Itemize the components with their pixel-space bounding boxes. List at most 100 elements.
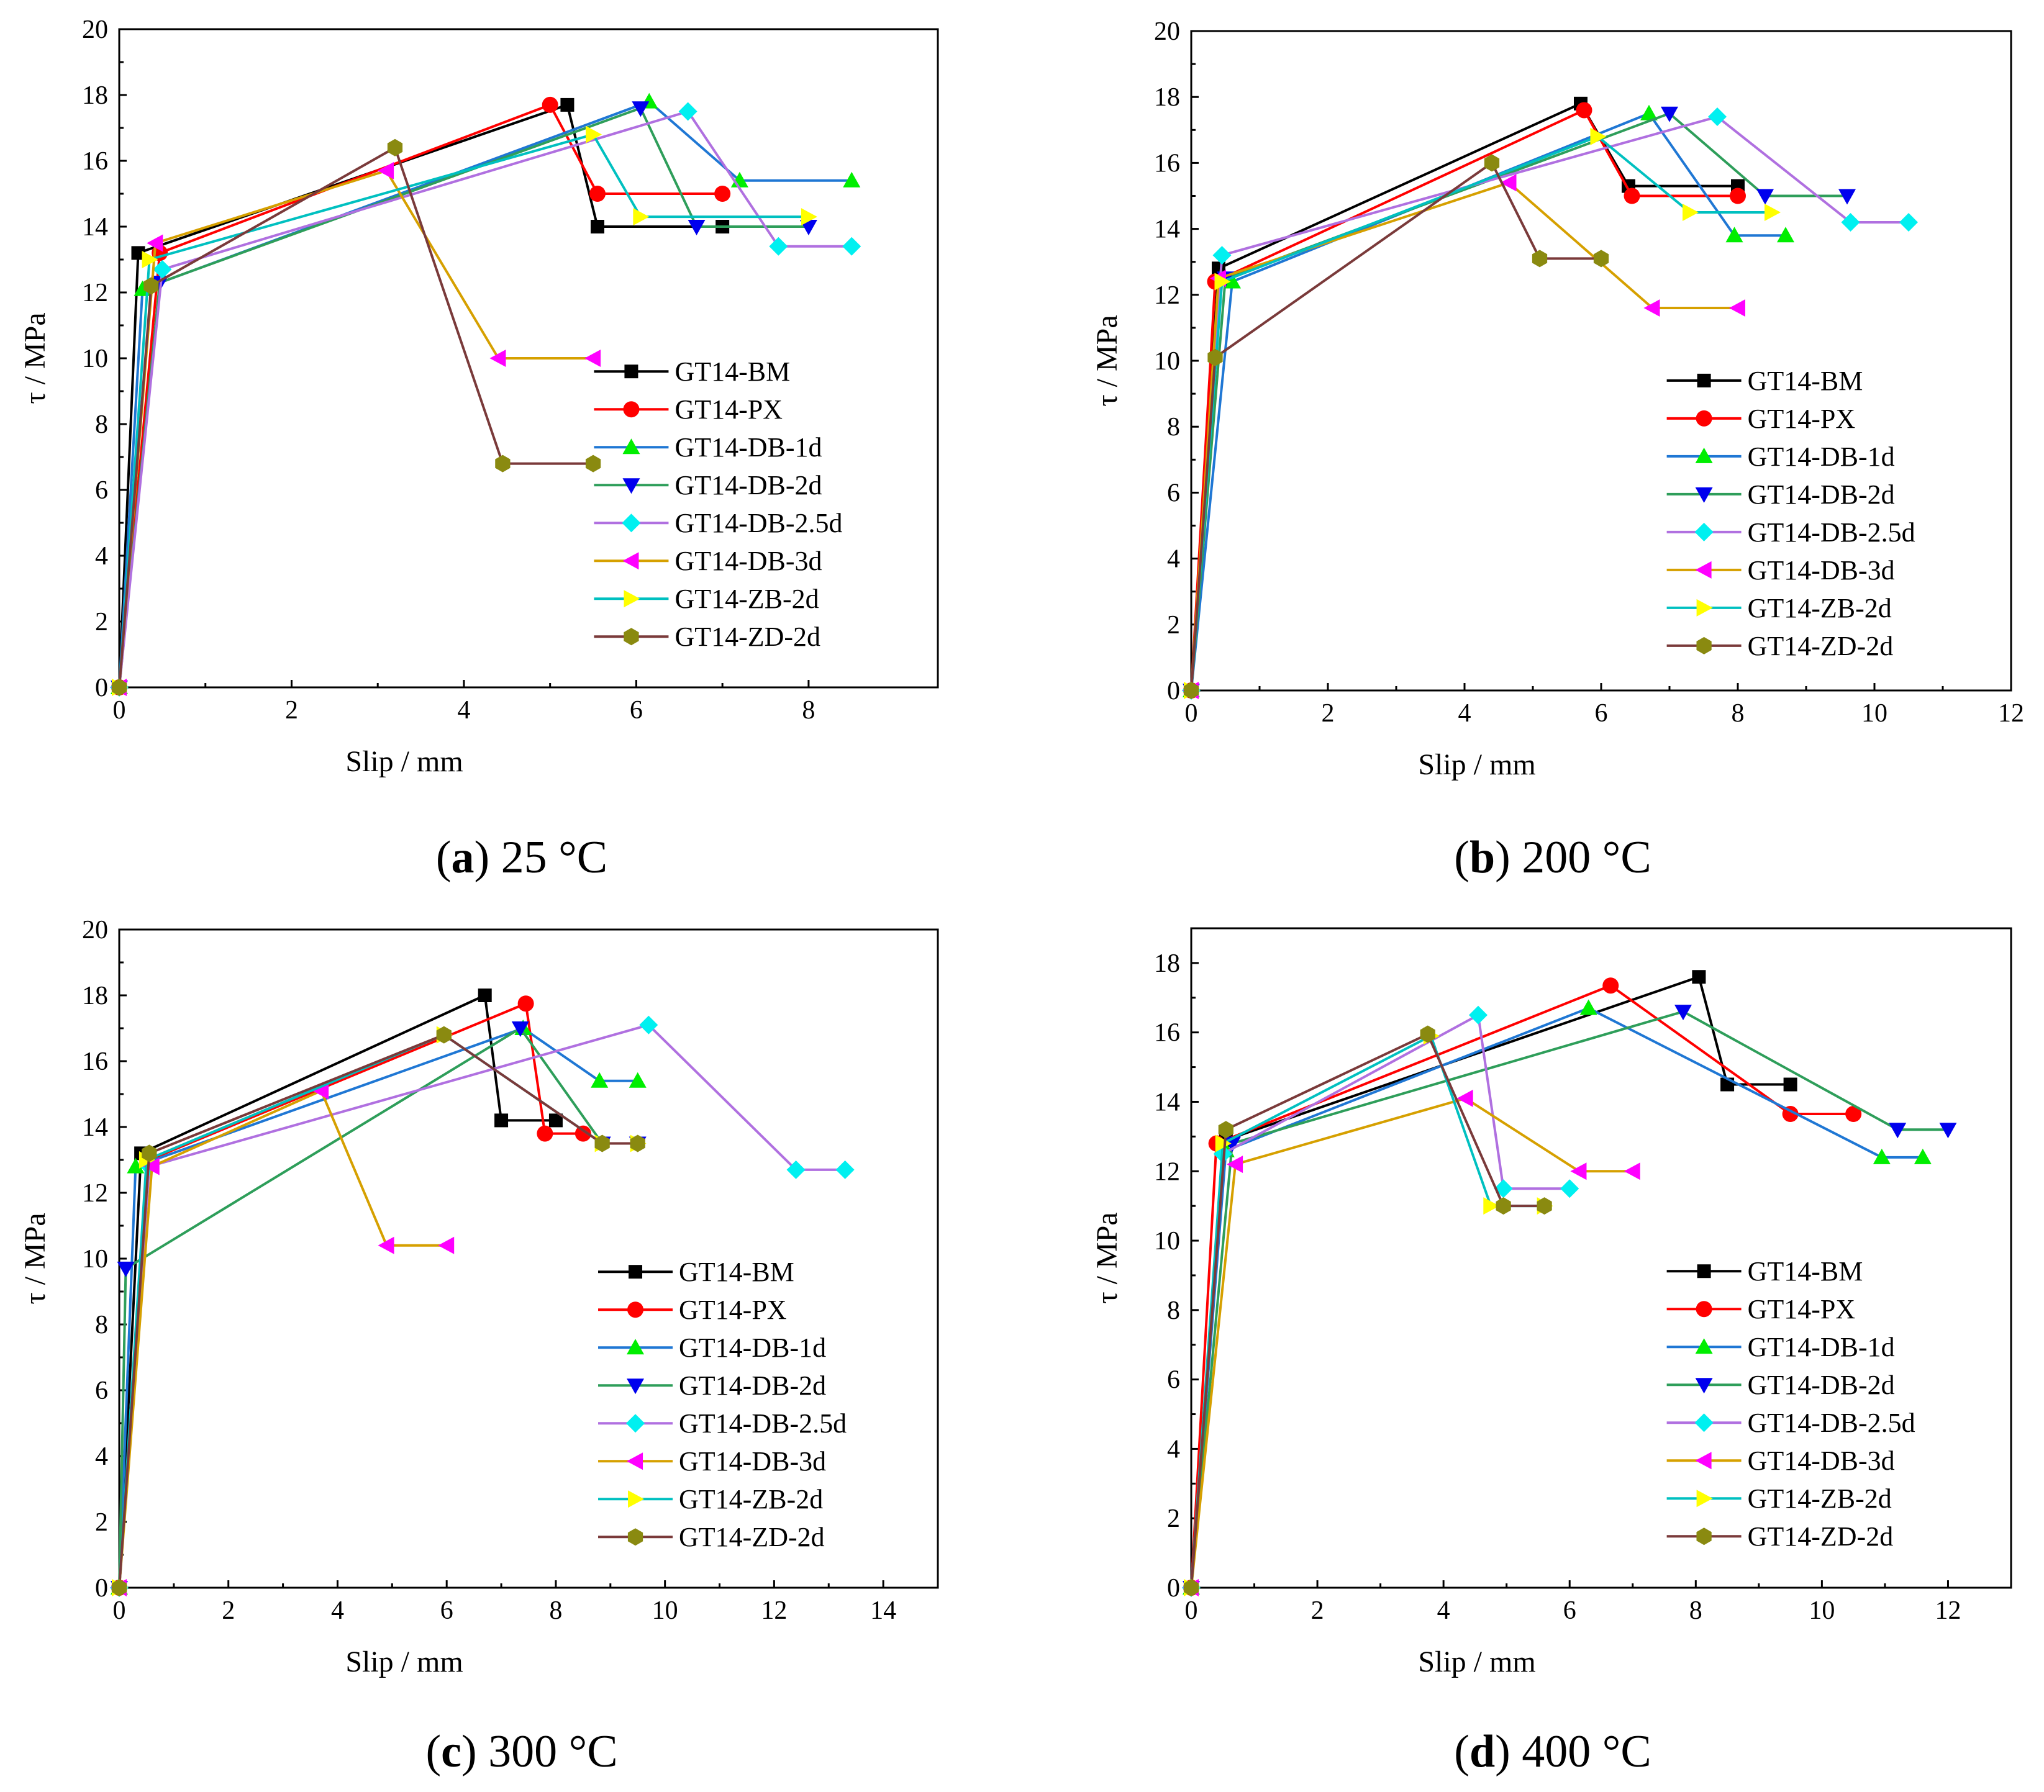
data-point — [1215, 1134, 1232, 1152]
y-tick-label: 14 — [82, 213, 108, 242]
x-tick-label: 4 — [1458, 699, 1471, 728]
legend-marker — [626, 1414, 645, 1433]
legend-label: GT14-PX — [679, 1295, 787, 1325]
legend-label: GT14-DB-1d — [679, 1333, 826, 1363]
series-line — [1190, 1034, 1545, 1588]
series-gt14-zd-2d — [1183, 154, 1609, 699]
data-point — [591, 1072, 609, 1088]
x-tick-label: 2 — [222, 1596, 235, 1625]
series-gt14-px — [111, 96, 731, 695]
data-point — [378, 1236, 394, 1254]
data-point — [835, 1160, 855, 1179]
series-gt14-db-1d — [111, 1020, 647, 1595]
x-tick-label: 4 — [457, 696, 470, 725]
x-tick-label: 6 — [1595, 699, 1608, 728]
x-axis-label: Slip / mm — [345, 745, 463, 778]
legend-marker — [1696, 1527, 1712, 1545]
legend-marker — [1694, 522, 1714, 541]
data-point — [560, 97, 575, 112]
series-gt14-db-3d — [111, 161, 601, 696]
y-tick-label: 4 — [95, 542, 108, 571]
data-point — [312, 1082, 329, 1100]
data-point — [1227, 1156, 1243, 1174]
y-axis-label: τ / MPa — [19, 312, 52, 404]
data-point — [1838, 189, 1856, 205]
data-point — [630, 1134, 645, 1152]
series-line — [118, 1002, 583, 1588]
data-point — [111, 1579, 127, 1596]
panel-a: 0 2 4 6 8 0 2 4 6 8 10 12 14 16 18 20 Slip / mm τ / MPa GT… — [19, 16, 939, 883]
y-tick-label: 8 — [95, 410, 108, 439]
series-gt14-db-3d — [1183, 1089, 1640, 1596]
y-tick-label: 0 — [95, 1574, 108, 1603]
y-tick-label: 16 — [82, 1048, 108, 1076]
y-tick-label: 20 — [82, 16, 108, 44]
legend-label: GT14-BM — [1748, 1256, 1863, 1287]
y-tick-label: 6 — [1167, 479, 1180, 507]
data-point — [378, 161, 394, 179]
legend: GT14-BM GT14-PX GT14-DB-1d GT14-DB-2d GT14-D… — [594, 356, 843, 652]
panel-caption: (b) 200 °C — [1454, 832, 1651, 883]
data-point — [1624, 1162, 1640, 1180]
x-axis-label: Slip / mm — [345, 1645, 463, 1678]
series-line — [118, 1089, 447, 1588]
legend-label: GT14-ZB-2d — [1748, 593, 1892, 623]
data-point — [1420, 1025, 1435, 1043]
data-point — [127, 1157, 145, 1174]
x-tick-label: 14 — [870, 1596, 896, 1625]
x-tick-label: 2 — [285, 696, 298, 725]
legend-label: GT14-DB-1d — [675, 432, 822, 463]
legend-marker — [627, 1378, 645, 1395]
y-tick-label: 6 — [1167, 1366, 1180, 1395]
x-tick-label: 8 — [1689, 1596, 1702, 1625]
panel-d: 0 2 4 6 8 10 12 0 2 4 6 8 10 12 14 16 18 Slip / mm τ / MPa… — [1091, 927, 2012, 1777]
series-line — [1190, 181, 1738, 691]
data-point — [1640, 104, 1658, 120]
data-point — [438, 1236, 455, 1254]
y-tick-label: 2 — [95, 608, 108, 636]
data-point — [1756, 189, 1774, 205]
data-point — [1889, 1123, 1907, 1139]
x-tick-label: 8 — [1732, 699, 1745, 728]
legend-marker — [629, 1265, 643, 1279]
plot-frame — [1190, 927, 2012, 1589]
data-point — [688, 220, 706, 235]
data-point — [1845, 1106, 1862, 1123]
data-point — [1212, 246, 1232, 265]
series-gt14-db-2.5d — [1182, 1005, 1579, 1597]
series-line — [1190, 1033, 1545, 1588]
data-point — [1899, 212, 1918, 232]
series-line — [118, 146, 594, 688]
y-tick-label: 12 — [1154, 281, 1180, 310]
y-tick-label: 20 — [1154, 17, 1180, 46]
y-tick-label: 8 — [95, 1311, 108, 1339]
data-point — [1729, 299, 1745, 317]
legend-marker — [627, 1301, 644, 1318]
series-line — [1190, 161, 1601, 691]
legend-label: GT14-BM — [675, 356, 790, 387]
x-tick-label: 8 — [802, 696, 815, 725]
y-tick-label: 0 — [1167, 677, 1180, 705]
plot-frame — [1190, 30, 2012, 692]
legend-marker — [627, 1339, 645, 1355]
data-point — [678, 102, 697, 121]
data-point — [537, 1125, 553, 1142]
data-point — [1579, 999, 1597, 1015]
data-point — [1496, 1197, 1511, 1215]
legend-marker — [1697, 1264, 1711, 1278]
series-gt14-db-3d — [111, 1082, 455, 1596]
y-tick-label: 16 — [1154, 1019, 1180, 1048]
data-point — [1560, 1179, 1579, 1198]
data-point — [1602, 977, 1619, 994]
legend-label: GT14-PX — [1748, 1294, 1856, 1324]
data-point — [1590, 127, 1607, 145]
data-point — [143, 277, 159, 295]
data-point — [436, 1026, 452, 1044]
panel-caption: (a) 25 °C — [436, 832, 607, 883]
data-point — [1730, 188, 1746, 204]
legend-label: GT14-DB-2d — [1748, 479, 1895, 510]
x-axis-label: Slip / mm — [1418, 748, 1535, 781]
legend-marker — [1695, 487, 1713, 503]
data-point — [1692, 970, 1706, 984]
y-tick-label: 4 — [1167, 545, 1180, 574]
